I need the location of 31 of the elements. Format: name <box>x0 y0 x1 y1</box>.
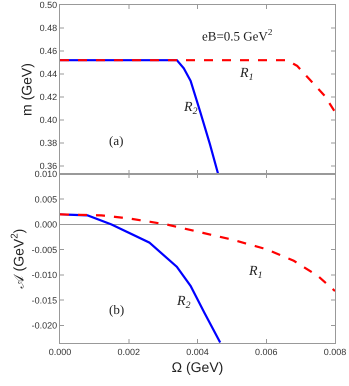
y-tick-label: -0.010 <box>32 270 58 280</box>
y-tick-label: 0.42 <box>40 92 58 102</box>
series-label: R$_{2}$ <box>176 294 191 311</box>
annotation: (a) <box>109 133 124 148</box>
line-series <box>60 213 335 292</box>
series-label: R$_{2}$ <box>183 100 198 117</box>
y-tick-label: 0.48 <box>40 23 58 34</box>
y-tick-label: 0.005 <box>34 194 58 204</box>
x-tick-label: 0.006 <box>254 346 278 357</box>
y-tick-label: -0.015 <box>32 295 58 306</box>
y-tick-label: 0.010 <box>34 169 58 180</box>
y-tick-label: 0.40 <box>40 115 58 126</box>
x-axis-title: Ω (GeV) <box>172 359 224 376</box>
y-tick-label: 0.000 <box>34 220 58 230</box>
x-tick-label: 0.002 <box>117 346 140 357</box>
annotation: eB=0.5 GeV$^{2}$ <box>202 27 273 44</box>
y-tick-label: -0.020 <box>32 320 58 330</box>
y-tick-label: 0.44 <box>40 69 58 80</box>
x-tick-label: 0.004 <box>186 346 209 357</box>
x-tick-label: 0.000 <box>48 346 72 357</box>
line-series <box>60 59 335 114</box>
y-tick-label: -0.005 <box>32 244 58 255</box>
series-label: R$_{1}$ <box>248 264 262 281</box>
y-tick-label: 0.46 <box>40 46 58 56</box>
y-tick-label: 0.38 <box>40 138 58 148</box>
y-tick-label: 0.50 <box>40 0 58 10</box>
annotation: (b) <box>109 302 124 317</box>
y-tick-label: 0.36 <box>40 161 58 172</box>
series-label: R$_{1}$ <box>239 66 254 83</box>
y-axis-title: m (GeV) <box>18 63 34 116</box>
x-tick-label: 0.008 <box>324 346 346 357</box>
